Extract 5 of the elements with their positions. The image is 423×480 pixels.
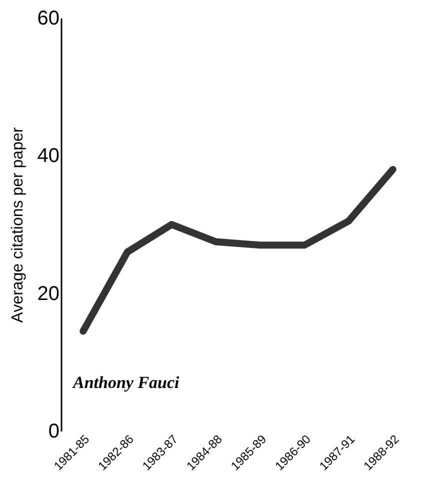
y-axis-title: Average citations per paper: [9, 126, 26, 323]
annotation: Anthony Fauci: [72, 373, 180, 392]
y-tick-label: 40: [37, 145, 60, 168]
y-tick-label: 20: [37, 282, 60, 305]
y-tick-label: 60: [37, 8, 60, 30]
